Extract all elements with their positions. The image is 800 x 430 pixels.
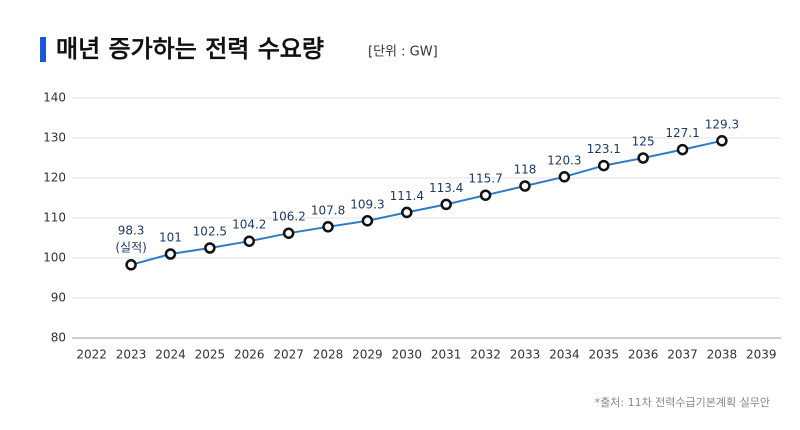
value-label: 106.2 <box>271 210 305 224</box>
y-tick-label: 80 <box>51 331 66 345</box>
value-label: 102.5 <box>193 225 227 239</box>
y-tick-label: 90 <box>51 291 66 305</box>
chart-subtitle: [단위 : GW] <box>368 45 438 60</box>
value-label: 125 <box>632 135 655 149</box>
annotation: (실적) <box>115 240 146 254</box>
value-label: 98.3 <box>118 223 145 237</box>
x-tick-label: 2023 <box>116 348 147 362</box>
data-point <box>204 242 216 254</box>
x-tick-label: 2035 <box>588 348 619 362</box>
data-point <box>243 235 255 247</box>
data-point <box>440 198 452 211</box>
data-point <box>282 227 295 239</box>
data-point <box>479 189 492 201</box>
title-accent <box>40 37 46 62</box>
source-note: *출처: 11차 전력수급기본계획 실무안 <box>595 396 770 409</box>
x-tick-label: 2026 <box>234 348 265 362</box>
y-tick-label: 120 <box>43 171 66 185</box>
data-point <box>598 159 610 172</box>
x-tick-label: 2032 <box>470 348 501 362</box>
data-point <box>125 259 137 271</box>
x-tick-label: 2036 <box>628 348 659 362</box>
x-tick-label: 2025 <box>195 348 226 362</box>
value-label: 101 <box>159 231 182 245</box>
x-tick-label: 2031 <box>431 348 462 362</box>
data-point <box>361 215 374 227</box>
y-tick-label: 140 <box>43 91 66 105</box>
x-tick-label: 2022 <box>76 348 107 362</box>
value-label: 104.2 <box>232 218 266 232</box>
x-tick-label: 2033 <box>510 348 541 362</box>
x-tick-label: 2037 <box>667 348 698 362</box>
data-line <box>130 139 723 266</box>
data-point <box>558 171 571 183</box>
x-tick-label: 2029 <box>352 348 383 362</box>
value-label: 118 <box>514 163 537 177</box>
data-point <box>164 248 177 260</box>
value-label: 113.4 <box>429 181 463 195</box>
data-point <box>716 135 728 147</box>
chart-title: 매년 증가하는 전력 수요량 <box>56 35 324 63</box>
data-point <box>676 143 689 156</box>
y-tick-label: 100 <box>43 251 66 265</box>
value-label: 107.8 <box>311 203 345 217</box>
x-tick-label: 2039 <box>746 348 777 362</box>
y-tick-label: 130 <box>43 131 66 145</box>
value-label: 120.3 <box>547 153 581 167</box>
x-tick-label: 2038 <box>707 348 738 362</box>
value-label: 109.3 <box>350 197 384 211</box>
value-label: 123.1 <box>587 142 621 156</box>
value-label: 127.1 <box>665 126 699 140</box>
x-tick-label: 2030 <box>392 348 423 362</box>
x-tick-label: 2024 <box>155 348 186 362</box>
data-point <box>519 180 531 192</box>
data-point <box>322 221 334 233</box>
value-label: 111.4 <box>390 189 424 203</box>
data-point <box>637 152 649 164</box>
x-tick-label: 2028 <box>313 348 344 362</box>
x-tick-label: 2034 <box>549 348 580 362</box>
x-tick-label: 2027 <box>273 348 304 362</box>
y-tick-label: 110 <box>43 211 66 225</box>
value-label: 115.7 <box>468 172 502 186</box>
data-point <box>401 206 413 219</box>
value-label: 129.3 <box>705 117 739 131</box>
